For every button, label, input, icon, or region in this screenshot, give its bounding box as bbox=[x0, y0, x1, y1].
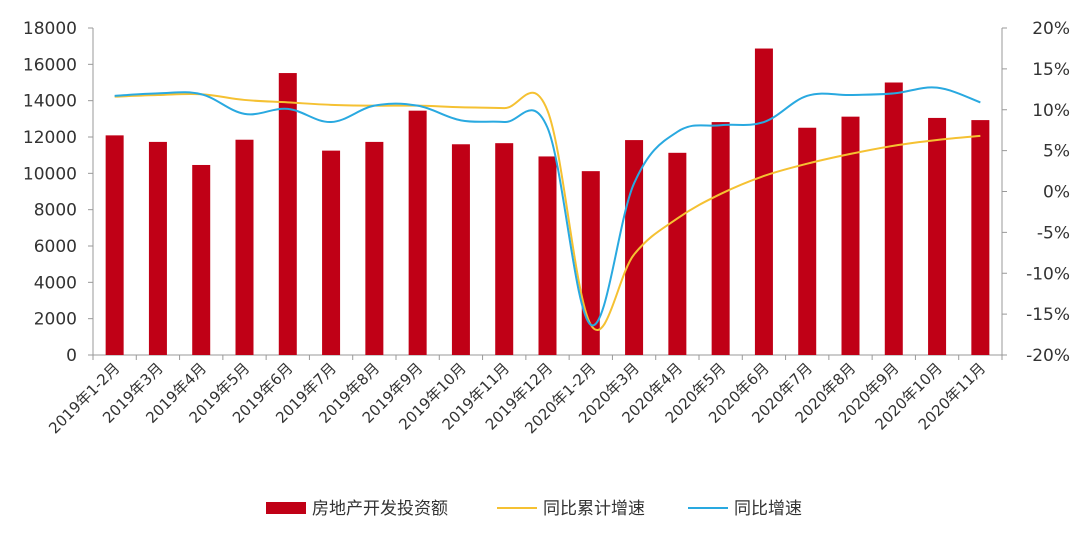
bar bbox=[538, 156, 557, 355]
y-right-tick-label: 5% bbox=[1043, 142, 1070, 162]
bar bbox=[148, 141, 167, 355]
bar bbox=[365, 141, 384, 355]
bar bbox=[278, 73, 297, 355]
bar bbox=[754, 48, 773, 356]
plot-area: 0 2000 4000 6000 8000 10000 12000 14000 16000 180… bbox=[23, 19, 1070, 437]
y-left-tick-label: 16000 bbox=[23, 55, 77, 75]
y-left-tick-label: 18000 bbox=[23, 19, 77, 39]
bar bbox=[235, 139, 254, 355]
y-left-tick-label: 4000 bbox=[34, 273, 77, 293]
y-right-tick-label: 20% bbox=[1032, 19, 1070, 39]
y-left-tick-label: 14000 bbox=[23, 92, 77, 112]
bar bbox=[841, 116, 860, 355]
bar bbox=[322, 150, 341, 355]
bar bbox=[798, 127, 817, 355]
legend-label: 房地产开发投资额 bbox=[312, 499, 448, 519]
y-left-tick-label: 0 bbox=[66, 346, 77, 366]
y-right-tick-label: -20% bbox=[1026, 346, 1070, 366]
y-right-tick-label: -15% bbox=[1026, 305, 1070, 325]
legend-label: 同比累计增速 bbox=[543, 499, 645, 519]
bar bbox=[884, 82, 903, 355]
legend: 房地产开发投资额 同比累计增速 同比增速 bbox=[266, 499, 802, 519]
bar bbox=[408, 110, 427, 356]
y-right-tick-label: -10% bbox=[1026, 264, 1070, 284]
bar bbox=[971, 120, 990, 355]
y-right-tick-label: 15% bbox=[1032, 60, 1070, 80]
series-line bbox=[114, 91, 981, 331]
y-left-tick-label: 10000 bbox=[23, 164, 77, 184]
bar bbox=[105, 135, 124, 355]
y-left-tick-label: 2000 bbox=[34, 310, 77, 330]
series-line bbox=[114, 86, 981, 327]
y-right-tick-label: 0% bbox=[1043, 183, 1070, 203]
bar bbox=[581, 171, 600, 355]
legend-label: 同比增速 bbox=[734, 499, 802, 519]
legend-swatch-bar bbox=[266, 502, 306, 514]
bar bbox=[711, 122, 730, 355]
bar bbox=[668, 152, 687, 355]
y-right-tick-label: 10% bbox=[1032, 101, 1070, 121]
bar bbox=[451, 144, 470, 355]
y-left-tick-label: 12000 bbox=[23, 128, 77, 148]
bar bbox=[192, 164, 211, 355]
y-left-tick-label: 8000 bbox=[34, 201, 77, 221]
y-left-tick-label: 6000 bbox=[34, 237, 77, 257]
bar bbox=[495, 143, 514, 355]
y-right-tick-label: -5% bbox=[1037, 223, 1070, 243]
bar bbox=[928, 117, 947, 355]
